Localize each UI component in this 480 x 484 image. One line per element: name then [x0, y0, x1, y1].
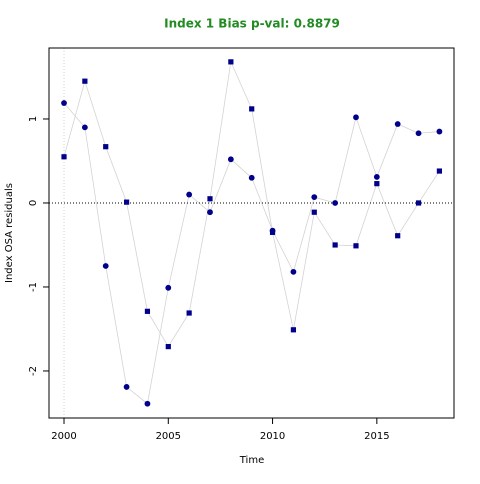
point [332, 200, 339, 206]
point [332, 242, 338, 248]
point [123, 384, 130, 390]
point [395, 233, 401, 239]
point [436, 128, 443, 135]
point [61, 154, 67, 160]
point [207, 196, 213, 202]
point [81, 124, 88, 131]
point [144, 308, 151, 314]
point [415, 200, 422, 206]
y-tick-label: 0 [28, 200, 39, 206]
x-tick-label: 2015 [364, 431, 389, 442]
x-axis-label: Time [239, 455, 264, 466]
point [61, 100, 67, 106]
point [165, 344, 171, 350]
point [82, 78, 88, 84]
x-tick-label: 2005 [156, 431, 181, 442]
point [249, 106, 255, 112]
x-tick-label: 2010 [260, 431, 285, 442]
point [353, 114, 359, 121]
point [269, 229, 276, 235]
point [373, 174, 380, 180]
y-tick-label: -1 [28, 282, 39, 292]
y-tick-label: 1 [28, 116, 39, 122]
point [353, 243, 359, 249]
point [186, 191, 193, 198]
point [186, 310, 192, 316]
point [144, 400, 151, 407]
point [123, 199, 130, 205]
point [415, 130, 422, 137]
point [394, 121, 401, 127]
y-axis-label: Index OSA residuals [4, 183, 15, 283]
point [311, 194, 318, 200]
point [248, 174, 255, 181]
point [311, 209, 317, 215]
chart-title: Index 1 Bias p-val: 0.8879 [164, 17, 340, 31]
plot-frame [48, 47, 455, 419]
point [102, 263, 109, 269]
y-tick-label: -2 [28, 366, 39, 376]
point [290, 327, 297, 333]
point [228, 59, 234, 65]
point [374, 181, 380, 187]
point [165, 284, 172, 291]
point [436, 168, 443, 174]
point [103, 144, 109, 150]
point [207, 209, 213, 216]
point [227, 156, 234, 163]
x-tick-label: 2000 [51, 431, 76, 442]
point [290, 268, 297, 275]
